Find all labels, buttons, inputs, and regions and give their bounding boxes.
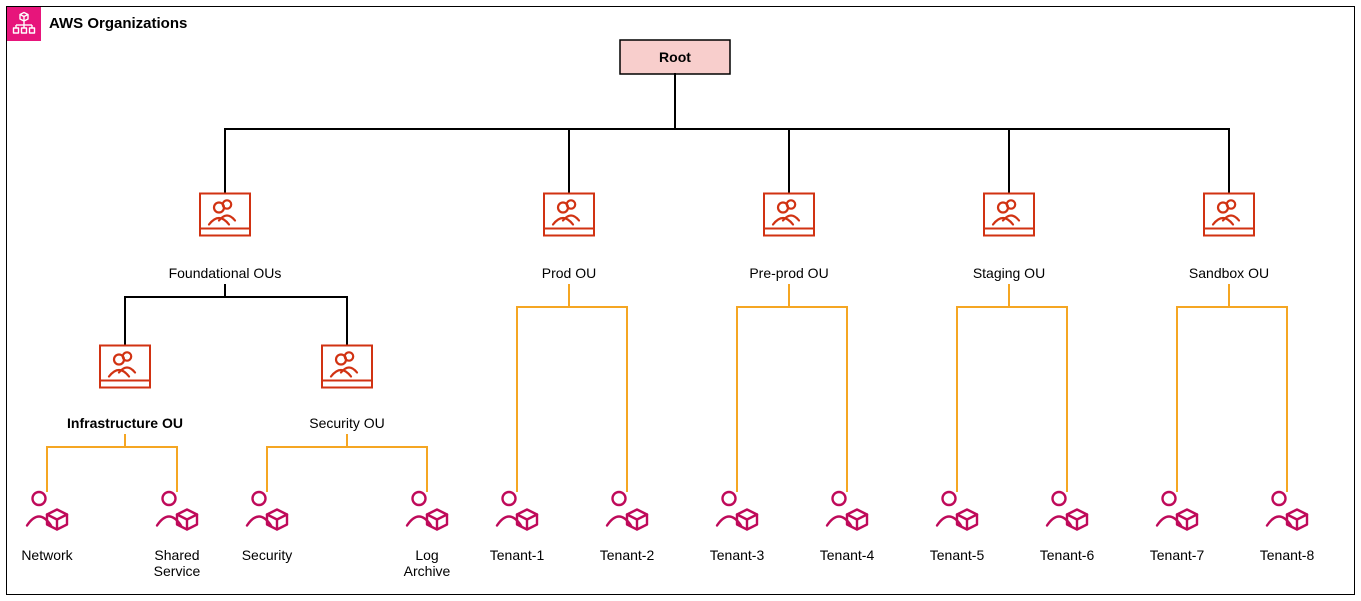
- account-label-t1: Tenant-1: [490, 547, 544, 563]
- account-icon: [713, 490, 761, 537]
- account-icon: [403, 490, 451, 537]
- account-icon: [603, 490, 651, 537]
- account-icon: [493, 490, 541, 537]
- account-icon: [933, 490, 981, 537]
- ou-label-infra: Infrastructure OU: [67, 415, 183, 431]
- account-icon: [1043, 490, 1091, 537]
- account-label-t7: Tenant-7: [1150, 547, 1204, 563]
- root-node-label: Root: [659, 49, 691, 65]
- ou-label-sandbox: Sandbox OU: [1189, 265, 1269, 281]
- ou-label-foundational: Foundational OUs: [169, 265, 282, 281]
- ou-icon: [321, 345, 373, 394]
- account-icon: [823, 490, 871, 537]
- account-label-network: Network: [21, 547, 72, 563]
- account-icon: [1153, 490, 1201, 537]
- account-icon: [243, 490, 291, 537]
- ou-icon: [763, 193, 815, 242]
- ou-label-preprod: Pre-prod OU: [749, 265, 828, 281]
- account-icon: [23, 490, 71, 537]
- account-label-sec_acct: Security: [242, 547, 293, 563]
- account-label-t8: Tenant-8: [1260, 547, 1314, 563]
- account-label-log_archive: LogArchive: [382, 547, 472, 579]
- ou-icon: [99, 345, 151, 394]
- ou-label-staging: Staging OU: [973, 265, 1045, 281]
- ou-icon: [199, 193, 251, 242]
- ou-label-prod: Prod OU: [542, 265, 596, 281]
- account-label-shared: SharedService: [132, 547, 222, 579]
- account-label-t5: Tenant-5: [930, 547, 984, 563]
- account-label-t3: Tenant-3: [710, 547, 764, 563]
- account-icon: [153, 490, 201, 537]
- ou-label-security: Security OU: [309, 415, 384, 431]
- ou-icon: [983, 193, 1035, 242]
- account-label-t4: Tenant-4: [820, 547, 874, 563]
- account-label-t6: Tenant-6: [1040, 547, 1094, 563]
- ou-icon: [543, 193, 595, 242]
- account-label-t2: Tenant-2: [600, 547, 654, 563]
- ou-icon: [1203, 193, 1255, 242]
- account-icon: [1263, 490, 1311, 537]
- diagram-frame: AWS Organizations Root Foundational OUs …: [6, 6, 1355, 595]
